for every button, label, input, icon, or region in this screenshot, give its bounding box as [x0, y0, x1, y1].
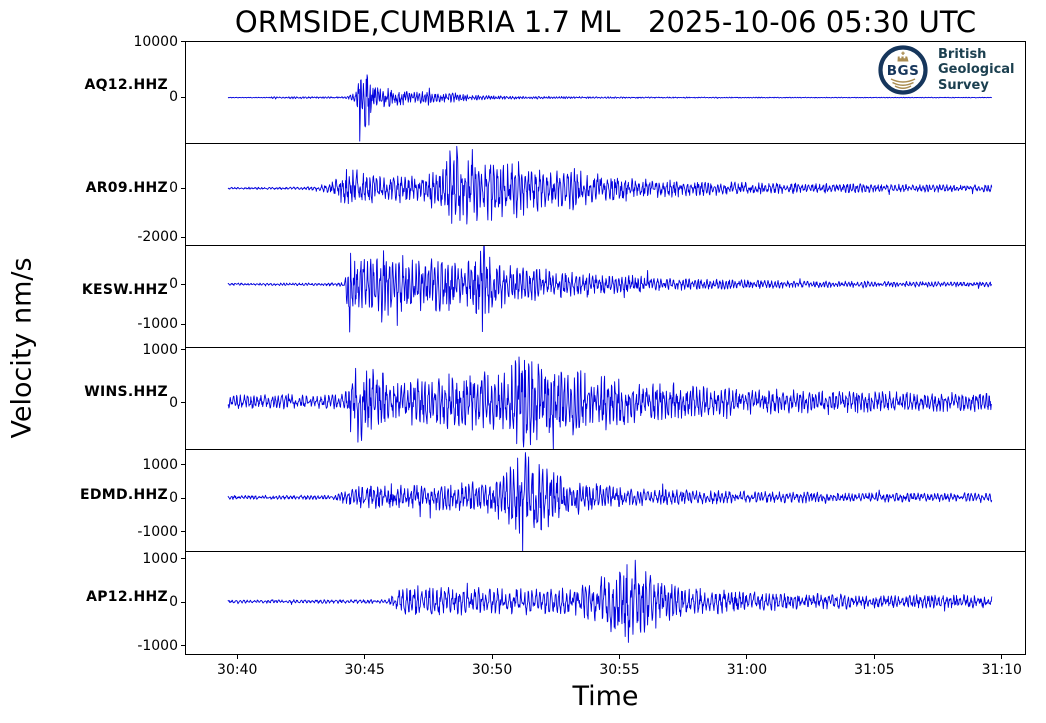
y-tick-mark [181, 601, 185, 603]
seismogram-panel-wins-hhz [186, 348, 1025, 450]
y-tick-label: -1000 [137, 316, 178, 333]
trace-canvas-ap12-hhz [186, 552, 1025, 654]
bgs-logo-text: British Geological Survey [938, 47, 1015, 94]
x-tick-mark [364, 655, 366, 659]
y-tick-mark [181, 41, 185, 43]
y-tick-mark [181, 402, 185, 404]
seismogram-panel-ar09-hhz [186, 144, 1025, 246]
x-tick-label: 31:05 [854, 662, 895, 678]
y-tick-mark [181, 531, 185, 533]
plot-title: ORMSIDE,CUMBRIA 1.7 ML 2025-10-06 05:30 … [234, 5, 977, 39]
logo-text-line: British [938, 46, 987, 62]
y-tick-label: -2000 [137, 229, 178, 246]
x-tick-mark [619, 655, 621, 659]
waves-icon [890, 78, 916, 89]
x-tick-label: 30:45 [344, 662, 385, 678]
y-tick-label: 0 [169, 594, 178, 611]
station-label-edmd-hhz: EDMD.HHZ [79, 486, 168, 503]
trace-canvas-edmd-hhz [186, 450, 1025, 551]
y-tick-label: 10000 [133, 33, 178, 50]
y-tick-mark [181, 464, 185, 466]
y-tick-label: 1000 [142, 341, 178, 358]
y-tick-label: 0 [169, 276, 178, 293]
y-tick-label: 0 [169, 490, 178, 507]
station-label-wins-hhz: WINS.HHZ [84, 384, 168, 401]
logo-text-line: Survey [938, 77, 989, 93]
x-tick-mark [491, 655, 493, 659]
station-label-aq12-hhz: AQ12.HHZ [84, 77, 168, 94]
y-tick-label: 1000 [142, 456, 178, 473]
x-tick-mark [873, 655, 875, 659]
x-tick-label: 31:00 [726, 662, 768, 678]
seismogram-panel-edmd-hhz [186, 450, 1025, 552]
logo-text-line: Geological [938, 62, 1015, 78]
x-tick-label: 30:40 [217, 662, 258, 678]
y-tick-mark [181, 236, 185, 238]
x-tick-mark [1001, 655, 1003, 659]
x-tick-label: 30:50 [471, 662, 513, 678]
seismogram-panel-ap12-hhz [186, 552, 1025, 654]
station-label-ap12-hhz: AP12.HHZ [86, 588, 168, 605]
station-label-ar09-hhz: AR09.HHZ [85, 179, 168, 196]
x-axis-label: Time [572, 681, 639, 712]
y-tick-mark [181, 349, 185, 351]
y-tick-label: -1000 [137, 637, 178, 654]
y-tick-mark [181, 323, 185, 325]
station-label-kesw-hhz: KESW.HHZ [81, 281, 168, 298]
y-tick-label: 1000 [142, 550, 178, 567]
seismogram-panel-kesw-hhz [186, 246, 1025, 348]
y-tick-mark [181, 497, 185, 499]
y-tick-mark [181, 187, 185, 189]
x-tick-label: 31:10 [981, 662, 1022, 678]
x-tick-mark [236, 655, 238, 659]
bgs-abbr: BGS [887, 63, 920, 79]
y-tick-label: 0 [169, 180, 178, 197]
trace-canvas-ar09-hhz [186, 144, 1025, 245]
x-tick-mark [746, 655, 748, 659]
crown-icon [897, 51, 909, 62]
y-tick-mark [181, 283, 185, 285]
bgs-logo: BGS British Geological Survey [876, 43, 1015, 97]
y-tick-label: -1000 [137, 523, 178, 540]
y-tick-label: 0 [169, 394, 178, 411]
y-tick-mark [181, 558, 185, 560]
y-tick-mark [181, 645, 185, 647]
trace-canvas-wins-hhz [186, 348, 1025, 449]
plot-area [185, 41, 1026, 655]
bgs-logo-circle-icon: BGS [878, 45, 928, 95]
y-tick-mark [181, 96, 185, 98]
x-tick-label: 30:55 [599, 662, 640, 678]
trace-canvas-kesw-hhz [186, 246, 1025, 347]
y-tick-label: 0 [169, 89, 178, 106]
